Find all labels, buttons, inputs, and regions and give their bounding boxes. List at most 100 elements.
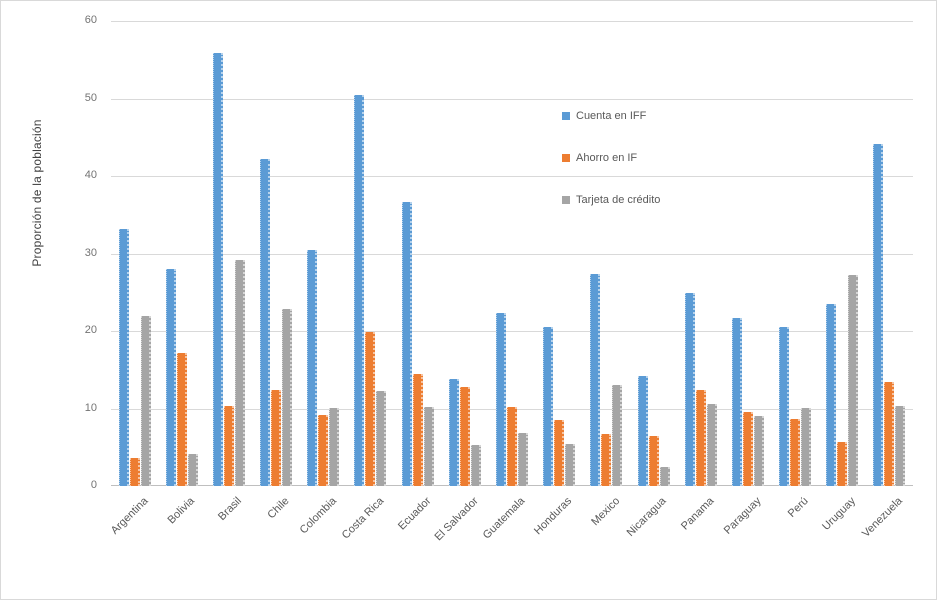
bar-group-perú	[771, 21, 818, 486]
x-label-nicaragua: Nicaragua	[625, 495, 670, 539]
bar-tarjeta-de-crédito	[659, 467, 670, 486]
bar-cuenta-en-iff	[354, 95, 365, 486]
y-tick-label-60: 60	[84, 14, 97, 26]
bar-ahorro-en-if	[554, 420, 565, 486]
bar-tarjeta-de-crédito	[848, 275, 859, 486]
bar-ahorro-en-if	[790, 419, 801, 486]
bar-ahorro-en-if	[601, 434, 612, 486]
bar-tarjeta-de-crédito	[517, 433, 528, 486]
bar-group-honduras	[536, 21, 583, 486]
bar-cuenta-en-iff	[165, 269, 176, 486]
legend-swatch-series-3	[562, 195, 570, 204]
bar-ahorro-en-if	[271, 390, 282, 486]
bar-group-venezuela	[866, 21, 913, 486]
legend-swatch-series-1	[562, 111, 570, 120]
x-label-colombia: Colombia	[297, 495, 339, 537]
x-label-uruguay: Uruguay	[819, 495, 858, 533]
bar-cuenta-en-iff	[826, 304, 837, 486]
bar-tarjeta-de-crédito	[753, 416, 764, 486]
bar-ahorro-en-if	[365, 332, 376, 486]
bar-ahorro-en-if	[837, 442, 848, 486]
bar-group-mexico	[583, 21, 630, 486]
bar-group-panama	[677, 21, 724, 486]
bar-tarjeta-de-crédito	[612, 385, 623, 486]
gridline-20	[111, 331, 913, 332]
bar-ahorro-en-if	[742, 412, 753, 486]
bar-ahorro-en-if	[129, 458, 140, 486]
bar-cuenta-en-iff	[495, 313, 506, 486]
x-label-el-salvador: El Salvador	[432, 495, 481, 544]
legend-label-series-2: Ahorro en IF	[576, 151, 638, 164]
x-axis-labels: Argentina Bolivia Brasil Chile Colombia Costa…	[108, 493, 913, 573]
y-tick-label-50: 50	[84, 91, 97, 104]
bar-group-ecuador	[394, 21, 441, 486]
x-label-ecuador: Ecuador	[395, 495, 434, 533]
bar-cuenta-en-iff	[637, 376, 648, 486]
x-label-costa-rica: Costa Rica	[339, 495, 386, 542]
x-label-venezuela: Venezuela	[860, 495, 905, 540]
bar-cuenta-en-iff	[684, 293, 695, 486]
x-label-argentina: Argentina	[108, 495, 151, 537]
x-label-brasil: Brasil	[216, 495, 245, 523]
bar-group-paraguay	[724, 21, 771, 486]
bar-group-argentina	[111, 21, 158, 486]
bar-cuenta-en-iff	[401, 202, 412, 486]
bar-ahorro-en-if	[318, 415, 329, 486]
bar-cuenta-en-iff	[448, 379, 459, 486]
bar-tarjeta-de-crédito	[470, 445, 481, 486]
x-label-perú: Perú	[785, 495, 811, 520]
x-label-paraguay: Paraguay	[721, 495, 764, 537]
bar-group-chile	[253, 21, 300, 486]
gridline-60	[111, 21, 913, 22]
legend: Cuenta en IFF Ahorro en IF Tarjeta de cr…	[562, 109, 660, 235]
bar-group-uruguay	[819, 21, 866, 486]
y-tick-label-10: 10	[84, 401, 97, 414]
bar-tarjeta-de-crédito	[329, 408, 340, 486]
y-tick-label-20: 20	[84, 324, 97, 336]
bar-cuenta-en-iff	[307, 250, 318, 486]
bar-tarjeta-de-crédito	[895, 406, 906, 486]
legend-entry: Cuenta en IFF	[562, 109, 660, 122]
bar-ahorro-en-if	[506, 407, 517, 486]
bar-cuenta-en-iff	[212, 53, 223, 486]
bar-group-costa-rica	[347, 21, 394, 486]
bar-ahorro-en-if	[223, 406, 234, 486]
bar-cuenta-en-iff	[731, 318, 742, 486]
bar-group-bolivia	[158, 21, 205, 486]
x-label-guatemala: Guatemala	[480, 495, 528, 542]
bar-group-brasil	[205, 21, 252, 486]
gridline-50	[111, 98, 913, 100]
bar-cuenta-en-iff	[590, 274, 601, 486]
x-label-panama: Panama	[678, 495, 717, 533]
x-label-chile: Chile	[265, 495, 292, 522]
bar-tarjeta-de-crédito	[801, 408, 812, 486]
y-tick-label-40: 40	[84, 169, 97, 181]
bar-group-guatemala	[488, 21, 535, 486]
bar-tarjeta-de-crédito	[234, 260, 245, 486]
bar-tarjeta-de-crédito	[187, 454, 198, 486]
bar-ahorro-en-if	[176, 353, 187, 486]
gridline-40	[111, 176, 913, 177]
legend-label-series-1: Cuenta en IFF	[576, 109, 647, 122]
bar-cuenta-en-iff	[873, 144, 884, 486]
bar-group-colombia	[300, 21, 347, 486]
legend-entry: Ahorro en IF	[562, 151, 660, 164]
bar-group-el-salvador	[441, 21, 488, 486]
bar-cuenta-en-iff	[118, 229, 129, 486]
bar-tarjeta-de-crédito	[565, 444, 576, 486]
bar-tarjeta-de-crédito	[376, 391, 387, 486]
legend-swatch-series-2	[562, 153, 570, 162]
bar-tarjeta-de-crédito	[423, 407, 434, 486]
y-axis-title: Proporción de la población	[30, 119, 44, 267]
bar-ahorro-en-if	[884, 382, 895, 486]
gridline-30	[111, 253, 913, 255]
bar-cuenta-en-iff	[779, 327, 790, 486]
bar-ahorro-en-if	[459, 387, 470, 486]
y-tick-label-0: 0	[90, 479, 97, 491]
y-tick-label-30: 30	[84, 246, 97, 259]
plot-area	[111, 21, 913, 486]
bar-cuenta-en-iff	[543, 327, 554, 486]
legend-entry: Tarjeta de crédito	[562, 193, 660, 206]
bar-ahorro-en-if	[695, 390, 706, 486]
